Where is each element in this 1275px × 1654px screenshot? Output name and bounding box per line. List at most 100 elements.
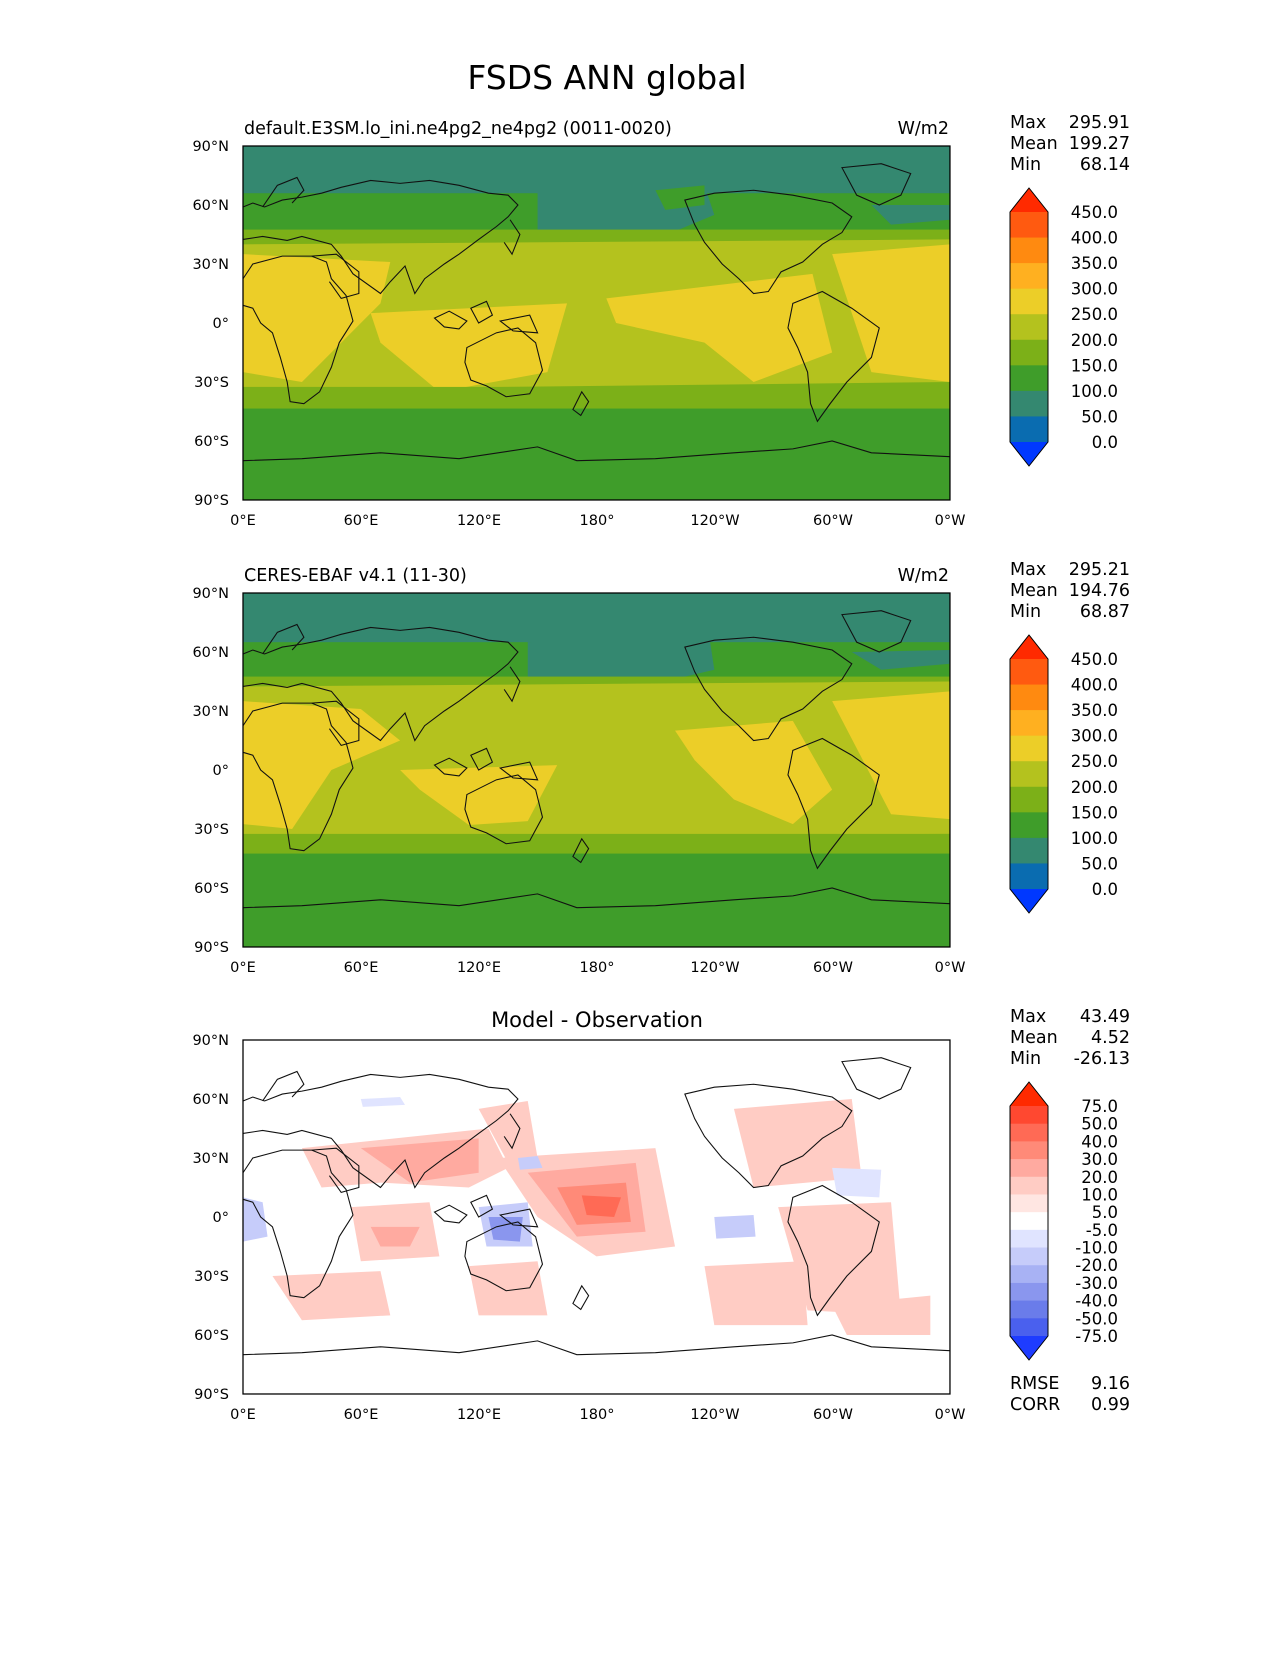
colorbar-label: 400.0 [1071, 229, 1118, 248]
lon-tick: 0°E [230, 513, 256, 529]
colorbar: 450.0 400.0 350.0 300.0 250.0 200.0 150.0 100.0… [1009, 634, 1118, 914]
colorbar-label: 50.0 [1081, 854, 1118, 873]
colorbar-label: 0.0 [1092, 880, 1118, 899]
colorbar-swatch [1010, 1282, 1048, 1302]
stat-value: 295.91 [1069, 113, 1130, 133]
colorbar-label: 75.0 [1081, 1097, 1118, 1116]
colorbar-label: 300.0 [1071, 280, 1118, 299]
colorbar-label: 20.0 [1081, 1168, 1118, 1187]
colorbar-swatch [1010, 1247, 1048, 1266]
stat-value: 9.16 [1091, 1374, 1130, 1394]
colorbar-swatch [1010, 659, 1048, 686]
lat-tick: 30°N [192, 704, 229, 720]
lat-tick: 60°S [194, 434, 229, 450]
lat-tick: 0° [213, 316, 229, 332]
lon-tick: 120°E [457, 513, 501, 529]
colorbar-swatch [1010, 1141, 1048, 1160]
lat-tick: 60°S [194, 881, 229, 897]
stat-label: Min [1010, 155, 1041, 175]
colorbar-swatch [1010, 1265, 1048, 1284]
lat-tick: 30°S [194, 822, 229, 838]
colorbar-label: 350.0 [1071, 254, 1118, 273]
lat-tick: 90°N [192, 1033, 229, 1049]
panel-center-title: Model - Observation [491, 1008, 703, 1032]
lon-tick: 0°E [230, 1407, 256, 1423]
lat-tick: 60°N [192, 1092, 229, 1108]
lon-tick: 120°W [690, 513, 739, 529]
colorbar-label: 10.0 [1081, 1185, 1118, 1204]
stat-value: -26.13 [1074, 1049, 1130, 1069]
colorbar-swatch [1010, 1082, 1048, 1106]
colorbar-label: 450.0 [1071, 650, 1118, 669]
map-field [242, 1039, 951, 1395]
panel-model: default.E3SM.lo_ini.ne4pg2_ne4pg2 (0011-… [192, 113, 1130, 529]
colorbar-label: 5.0 [1092, 1203, 1118, 1222]
lat-tick: 60°N [192, 645, 229, 661]
lat-tick: 30°S [194, 375, 229, 391]
lon-tick: 60°W [813, 513, 853, 529]
colorbar-swatch [1010, 1318, 1048, 1337]
lon-tick: 60°E [344, 960, 379, 976]
lat-axis: 90°N 60°N 30°N 0° 30°S 60°S 90°S [192, 586, 229, 956]
colorbar-label: 200.0 [1071, 778, 1118, 797]
colorbar-outline [1009, 634, 1049, 914]
colorbar-swatch [1010, 761, 1048, 788]
colorbar-label: -50.0 [1075, 1309, 1118, 1328]
colorbar-swatch [1010, 1229, 1048, 1249]
lat-axis: 90°N 60°N 30°N 0° 30°S 60°S 90°S [192, 139, 229, 509]
colorbar-swatch [1010, 1159, 1048, 1178]
lat-tick: 60°S [194, 1328, 229, 1344]
colorbar-swatch [1010, 837, 1048, 864]
stat-value: 194.76 [1069, 581, 1130, 601]
colorbar-swatch [1010, 212, 1048, 239]
lat-tick: 30°S [194, 1269, 229, 1285]
stat-value: 0.99 [1091, 1395, 1130, 1415]
colorbar-swatch [1010, 263, 1048, 290]
colorbar-label: -10.0 [1075, 1239, 1118, 1258]
panel-left-title: CERES-EBAF v4.1 (11-30) [244, 566, 467, 586]
panel-units: W/m2 [898, 566, 949, 586]
stat-label: Min [1010, 1049, 1041, 1069]
lat-tick: 90°S [194, 940, 229, 956]
lon-tick: 0°W [935, 960, 966, 976]
stat-label: Max [1010, 1007, 1046, 1027]
lon-tick: 60°E [344, 1407, 379, 1423]
lon-tick: 180° [580, 960, 615, 976]
lat-tick: 30°N [192, 257, 229, 273]
map-field [242, 592, 951, 948]
colorbar-swatch [1010, 442, 1048, 466]
colorbar: 450.0 400.0 350.0 300.0 250.0 200.0 150.0 100.0… [1009, 187, 1118, 467]
colorbar-swatch [1010, 735, 1048, 762]
colorbar-swatch [1010, 188, 1048, 212]
error-stats: RMSE 9.16 CORR 0.99 [1010, 1374, 1130, 1415]
lon-tick: 120°E [457, 960, 501, 976]
colorbar-swatch [1010, 237, 1048, 264]
colorbar-swatch [1010, 365, 1048, 392]
lon-tick: 180° [580, 513, 615, 529]
colorbar-label: 200.0 [1071, 331, 1118, 350]
colorbar-label: 300.0 [1071, 727, 1118, 746]
panel-left-title: default.E3SM.lo_ini.ne4pg2_ne4pg2 (0011-… [244, 119, 672, 139]
lon-tick: 120°W [690, 1407, 739, 1423]
stat-label: CORR [1010, 1395, 1060, 1415]
colorbar-label: -75.0 [1075, 1327, 1118, 1346]
panel-obs: CERES-EBAF v4.1 (11-30) W/m2 90°N [192, 560, 1130, 976]
lon-axis: 0°E 60°E 120°E 180° 120°W 60°W 0°W [230, 1407, 965, 1423]
colorbar-swatch [1010, 288, 1048, 315]
lat-tick: 90°S [194, 1387, 229, 1403]
stats-block: Max 43.49 Mean 4.52 Min -26.13 [1010, 1007, 1130, 1069]
colorbar-swatch [1010, 1123, 1048, 1142]
colorbar-swatch [1010, 684, 1048, 711]
stat-value: 295.21 [1069, 560, 1130, 580]
lat-tick: 0° [213, 763, 229, 779]
colorbar-swatch [1010, 339, 1048, 366]
colorbar-outline [1009, 187, 1049, 467]
lat-tick: 0° [213, 1210, 229, 1226]
colorbar-label: 100.0 [1071, 382, 1118, 401]
colorbar-label: 450.0 [1071, 203, 1118, 222]
stat-value: 68.87 [1080, 602, 1130, 622]
colorbar: 75.050.040.030.020.010.05.0-5.0-10.0-20.… [1009, 1081, 1118, 1361]
colorbar-label: 50.0 [1081, 1115, 1118, 1134]
colorbar-label: 250.0 [1071, 752, 1118, 771]
lon-tick: 60°W [813, 1407, 853, 1423]
